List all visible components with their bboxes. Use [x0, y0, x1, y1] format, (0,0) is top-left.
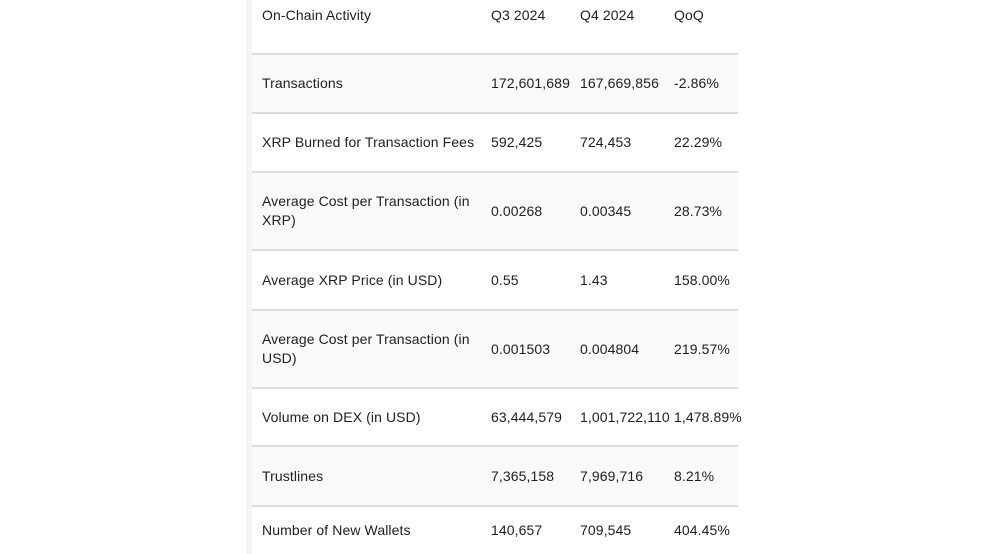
row-label: Average Cost per Transaction (in USD)	[262, 331, 470, 366]
qoq-value: 1,478.89%	[674, 408, 742, 425]
row-label: Volume on DEX (in USD)	[262, 408, 421, 425]
table-row: Volume on DEX (in USD) 63,444,579 1,001,…	[252, 389, 742, 447]
q4-value: 0.004804	[580, 340, 640, 357]
q4-value: 0.00345	[580, 202, 632, 219]
row-label: Number of New Wallets	[262, 522, 411, 538]
q4-value: 1.43	[580, 271, 608, 288]
q3-value: 63,444,579	[491, 408, 563, 425]
qoq-value: 219.57%	[674, 340, 730, 357]
table-row: Average Cost per Transaction (in XRP) 0.…	[252, 173, 738, 251]
q4-value: 167,669,856	[580, 75, 659, 91]
table-row: Average Cost per Transaction (in USD) 0.…	[252, 311, 738, 389]
qoq-value: 404.45%	[674, 522, 730, 538]
q4-value: 709,545	[580, 522, 632, 538]
header-qoq: QoQ	[674, 7, 704, 23]
qoq-value: 8.21%	[674, 467, 715, 484]
q4-value: 1,001,722,110	[580, 408, 670, 425]
q3-value: 0.00268	[491, 202, 543, 219]
q3-value: 7,365,158	[491, 467, 555, 484]
table-row: Transactions 172,601,689 167,669,856 -2.…	[252, 55, 738, 114]
table-row: Trustlines 7,365,158 7,969,716 8.21%	[252, 447, 738, 507]
q3-value: 172,601,689	[491, 75, 570, 91]
q3-value: 0.001503	[491, 340, 551, 357]
header-q3-2024: Q3 2024	[491, 7, 546, 23]
on-chain-activity-table: On-Chain Activity Q3 2024 Q4 2024 QoQ Tr…	[252, 0, 742, 554]
row-label: XRP Burned for Transaction Fees	[262, 134, 475, 150]
q4-value: 724,453	[580, 134, 632, 150]
row-label: Trustlines	[262, 467, 324, 484]
header-on-chain-activity: On-Chain Activity	[262, 7, 372, 23]
table-row: XRP Burned for Transaction Fees 592,425 …	[252, 114, 738, 173]
row-label: Average Cost per Transaction (in XRP)	[262, 193, 470, 228]
qoq-value: 158.00%	[674, 271, 730, 288]
row-label: Transactions	[262, 75, 343, 91]
qoq-value: 28.73%	[674, 202, 723, 219]
q3-value: 592,425	[491, 134, 543, 150]
q4-value: 7,969,716	[580, 467, 644, 484]
header-q4-2024: Q4 2024	[580, 7, 635, 23]
qoq-value: 22.29%	[674, 134, 723, 150]
table-row: Average XRP Price (in USD) 0.55 1.43 158…	[252, 251, 738, 311]
row-label: Average XRP Price (in USD)	[262, 271, 443, 288]
table-header-row: On-Chain Activity Q3 2024 Q4 2024 QoQ	[252, 0, 738, 55]
q3-value: 0.55	[491, 271, 519, 288]
q3-value: 140,657	[491, 522, 543, 538]
qoq-value: -2.86%	[674, 75, 719, 91]
table-row: Number of New Wallets 140,657 709,545 40…	[252, 507, 738, 554]
